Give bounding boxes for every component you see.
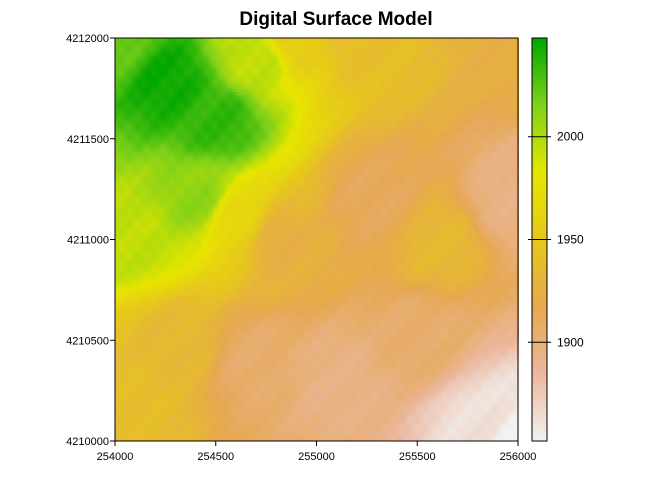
colorbar-tick-label: 2000 [557,130,584,144]
chart-title: Digital Surface Model [239,9,433,30]
y-tick-label: 4211000 [67,235,109,247]
colorbar-tick-label: 1950 [557,233,584,247]
y-tick-label: 4211500 [67,134,109,146]
colorbar-ticks: 1900 1950 2000 [528,130,584,349]
x-tick-label: 255500 [399,451,436,463]
colorbar-tick-label: 1900 [557,335,584,349]
x-tick-label: 255000 [298,451,335,463]
x-tick-label: 254000 [97,451,134,463]
x-tick-label: 254500 [197,451,234,463]
elevation-raster [115,38,519,441]
y-tick-label: 4210000 [66,436,109,448]
y-axis: 4210000 4210500 4211000 4211500 4212000 [66,33,115,448]
y-tick-label: 4210500 [66,335,109,347]
x-tick-label: 256000 [500,451,537,463]
y-tick-label: 4212000 [66,33,109,45]
x-axis: 254000 254500 255000 255500 256000 [97,441,537,463]
